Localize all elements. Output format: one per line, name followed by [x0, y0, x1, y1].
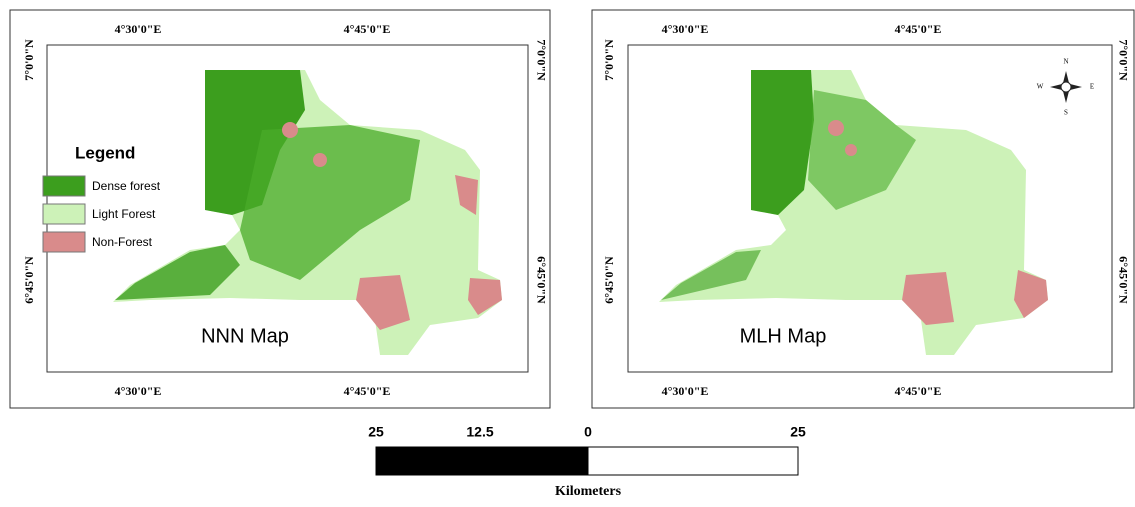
longitude-label: 4°45'0"E — [344, 384, 391, 398]
nonforest-area — [845, 144, 857, 156]
scale-label: 12.5 — [466, 424, 493, 440]
scale-label: 25 — [368, 424, 384, 440]
scale-label: 25 — [790, 424, 806, 440]
map-title: NNN Map — [201, 325, 289, 347]
longitude-label: 4°45'0"E — [895, 384, 942, 398]
longitude-label: 4°30'0"E — [115, 22, 162, 36]
latitude-label: 7°0'0"N — [602, 39, 616, 81]
nonforest-area — [313, 153, 327, 167]
compass-letter: N — [1063, 58, 1068, 66]
map-mlh — [659, 70, 1048, 355]
map-title: MLH Map — [740, 325, 827, 347]
compass-letter: S — [1064, 109, 1068, 117]
nonforest-area — [282, 122, 298, 138]
legend-swatch — [43, 232, 85, 252]
longitude-label: 4°45'0"E — [344, 22, 391, 36]
latitude-label: 6°45'0"N — [22, 256, 36, 304]
scale-bar-segment — [588, 447, 798, 475]
legend-label: Non-Forest — [92, 235, 153, 249]
figure: 4°30'0"E 4°30'0"E 7°0'0"N 7°0'0"N 4°45'0"E 4°… — [0, 0, 1135, 502]
nonforest-area — [902, 272, 954, 325]
page: {"panels": [ {"title": "NNN Map", "lon_t… — [0, 0, 1135, 507]
latitude-label: 6°45'0"N — [602, 256, 616, 304]
latitude-label: 7°0'0"N — [534, 39, 548, 81]
latitude-label: 6°45'0"N — [1116, 256, 1130, 304]
longitude-label: 4°45'0"E — [895, 22, 942, 36]
legend-title: Legend — [75, 143, 135, 162]
legend-label: Light Forest — [92, 207, 156, 221]
scale-bar-segment — [376, 447, 588, 475]
compass-letter: W — [1037, 83, 1044, 91]
latitude-label: 7°0'0"N — [1116, 39, 1130, 81]
compass — [1050, 71, 1082, 103]
legend-swatch — [43, 176, 85, 196]
latitude-label: 6°45'0"N — [534, 256, 548, 304]
latitude-label: 7°0'0"N — [22, 39, 36, 81]
longitude-label: 4°30'0"E — [662, 22, 709, 36]
map-nnn — [113, 70, 502, 355]
longitude-label: 4°30'0"E — [115, 384, 162, 398]
legend-label: Dense forest — [92, 179, 161, 193]
body: 4°30'0"E 4°30'0"E 7°0'0"N 7°0'0"N 4°45'0"E 4°… — [0, 0, 1135, 507]
nonforest-area — [828, 120, 844, 136]
compass-letter: E — [1090, 83, 1094, 91]
scale-unit: Kilometers — [555, 484, 622, 499]
legend-swatch — [43, 204, 85, 224]
longitude-label: 4°30'0"E — [662, 384, 709, 398]
scale-label: 0 — [584, 424, 592, 440]
